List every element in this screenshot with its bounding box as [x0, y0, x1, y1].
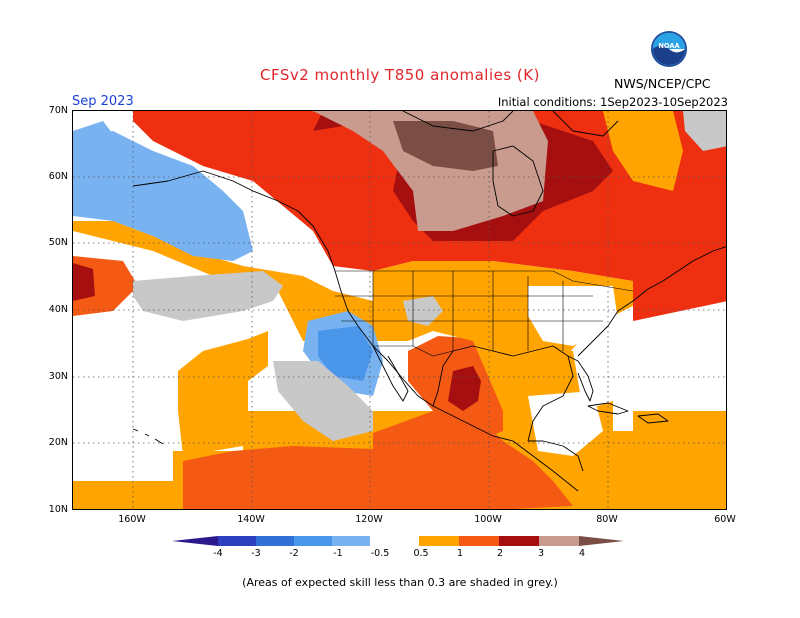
colorbar-swatch-m2-m1: [294, 536, 332, 546]
lon-label-60w: 60W: [714, 514, 736, 525]
organization-label: NWS/NCEP/CPC: [614, 76, 711, 91]
noaa-logo-icon: NOAA: [650, 30, 688, 68]
neutral-area-atlantic-white: [633, 301, 726, 411]
lon-label-140w: 140W: [237, 514, 265, 525]
colorbar-label-m1: -1: [333, 548, 343, 559]
colorbar-label-p05: 0.5: [413, 548, 429, 559]
lat-label-30n: 30N: [48, 371, 68, 382]
colorbar-swatch-gt-p4: [579, 536, 624, 546]
anomaly-area-arctic-dark-brown: [393, 121, 498, 171]
lat-label-60n: 60N: [48, 171, 68, 182]
colorbar-swatch-m1-m05: [332, 536, 370, 546]
colorbar-label-m3: -3: [251, 548, 261, 559]
lat-label-40n: 40N: [48, 304, 68, 315]
colorbar-swatch-p3-p4: [539, 536, 579, 546]
lat-label-50n: 50N: [48, 237, 68, 248]
low-skill-area-greenland-grey: [683, 111, 726, 151]
low-skill-area-ohio-white: [528, 286, 618, 346]
low-skill-area-sw-grey: [273, 361, 373, 441]
noaa-logo-text: NOAA: [658, 42, 680, 50]
anomaly-area-california-blue-core: [318, 326, 373, 381]
skill-footnote: (Areas of expected skill less than 0.3 a…: [242, 576, 558, 589]
lon-label-100w: 100W: [474, 514, 502, 525]
colorbar-swatch-m3-m2: [256, 536, 294, 546]
colorbar-label-m2: -2: [289, 548, 299, 559]
anomaly-map: [72, 110, 727, 510]
anomaly-area-west-pacific-darkred: [73, 263, 95, 301]
low-skill-area-gulf-white: [528, 391, 603, 456]
anomaly-area-labrador-orange: [603, 111, 683, 191]
colorbar-swatch-neutral: [370, 536, 419, 546]
anomaly-band-ne-pacific-orange: [73, 221, 373, 341]
initial-conditions: Initial conditions: 1Sep2023-10Sep2023: [497, 95, 728, 109]
lat-label-70n: 70N: [48, 105, 68, 116]
anomaly-area-alaska-blue2: [73, 121, 118, 171]
colorbar-swatch-p2-p3: [499, 536, 539, 546]
lat-label-10n: 10N: [48, 504, 68, 515]
anomaly-area-alaska-blue: [73, 131, 253, 261]
political-borders: [335, 270, 634, 357]
colorbar-label-p4: 4: [578, 548, 586, 559]
forecast-month: Sep 2023: [72, 94, 134, 109]
colorbar-swatch-m4-m3: [218, 536, 256, 546]
lon-label-120w: 120W: [355, 514, 383, 525]
colorbar-label-m4: -4: [213, 548, 223, 559]
low-skill-area-pacific-grey: [133, 271, 283, 321]
lon-label-80w: 80W: [596, 514, 618, 525]
anomaly-map-svg: [73, 111, 726, 509]
colorbar-swatch-lt-m4: [172, 536, 218, 546]
colorbar-swatch-p05-p1: [419, 536, 459, 546]
colorbar-label-p2: 2: [496, 548, 504, 559]
colorbar-label-p1: 1: [456, 548, 464, 559]
colorbar-label-m05: -0.5: [370, 548, 390, 559]
lon-label-160w: 160W: [118, 514, 146, 525]
map-title: CFSv2 monthly T850 anomalies (K): [260, 66, 540, 84]
colorbar: [172, 536, 624, 546]
anomaly-area-mexico-darkred: [448, 366, 481, 411]
colorbar-label-p3: 3: [537, 548, 545, 559]
colorbar-swatch-p1-p2: [459, 536, 499, 546]
lat-label-20n: 20N: [48, 437, 68, 448]
